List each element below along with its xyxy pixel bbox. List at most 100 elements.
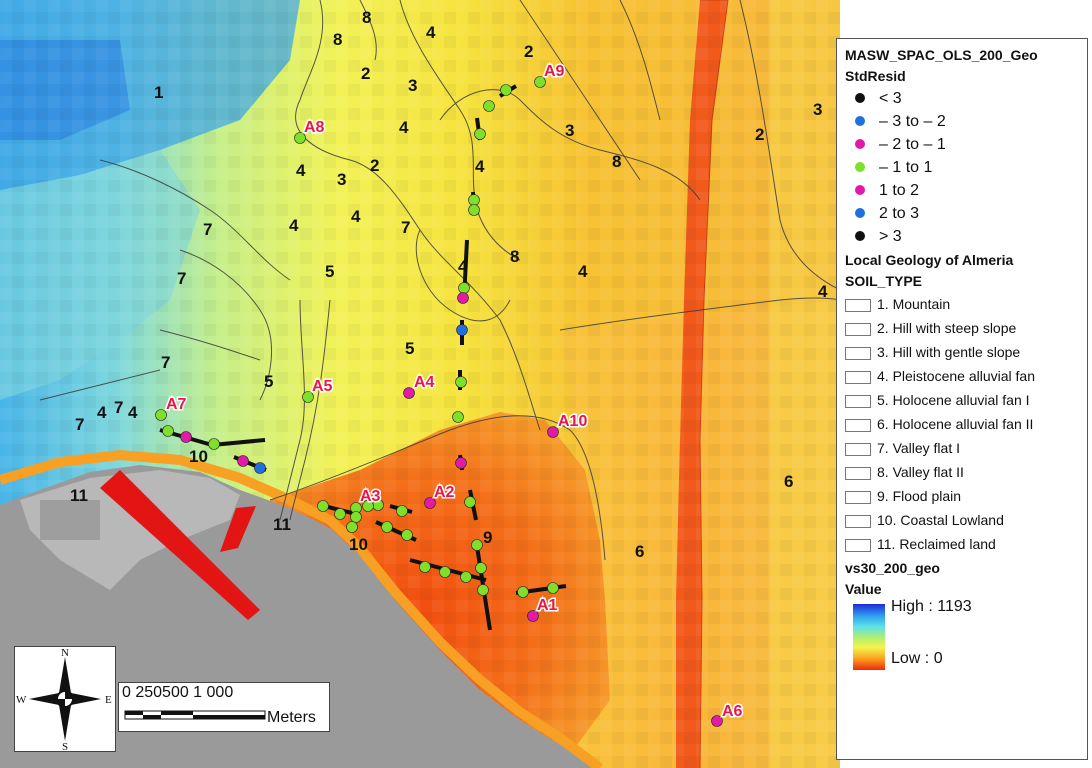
site-label-a5: A5: [312, 378, 333, 395]
site-labels: A1 A2 A3 A4 A5 A6 A7 A8 A9 A10: [165, 62, 745, 722]
zone-label: 10: [349, 535, 368, 554]
site-label-a3: A3: [360, 488, 381, 505]
green-dot-icon: [855, 161, 865, 172]
legend-item: – 2 to – 1: [845, 133, 1087, 156]
swatch-icon: [845, 538, 871, 552]
stdresid-classes: < 3 – 3 to – 2 – 2 to – 1 – 1 to 1 1 to …: [845, 87, 1087, 248]
north-arrow: N S W E: [14, 646, 116, 753]
zone-label: 3: [565, 121, 574, 140]
color-ramp: High : 1193 Low : 0: [845, 598, 1087, 680]
zone-label: 2: [370, 156, 379, 175]
site-label-a2: A2: [434, 484, 455, 501]
legend-item: 2. Hill with steep slope: [845, 316, 1087, 340]
zone-label: 4: [458, 257, 468, 276]
scale-ticks: 0 250500 1 000: [122, 684, 234, 701]
scale-bar: 0 250500 1 000 Meters: [118, 682, 330, 732]
zone-label: 2: [361, 64, 370, 83]
zone-label: 7: [203, 220, 212, 239]
legend-item: 11. Reclaimed land: [845, 532, 1087, 556]
site-a8-marker: [294, 132, 306, 144]
legend-item: 4. Pleistocene alluvial fan: [845, 364, 1087, 388]
legend-item: – 3 to – 2: [845, 110, 1087, 133]
zone-label: 2: [524, 42, 533, 61]
scale-unit: Meters: [267, 709, 316, 726]
blue-dot-icon: [855, 207, 865, 218]
soil-type-classes: 1. Mountain 2. Hill with steep slope 3. …: [845, 292, 1087, 556]
site-a5-marker: [302, 391, 314, 403]
zone-label: 7: [401, 218, 410, 237]
site-label-a8: A8: [304, 119, 325, 136]
swatch-icon: [845, 322, 871, 336]
color-ramp-bar: [853, 604, 885, 670]
coastal-strip: [0, 449, 603, 768]
legend-item: 1. Mountain: [845, 292, 1087, 316]
swatch-icon: [845, 466, 871, 480]
zone-label: 7: [161, 353, 170, 372]
zone-label: 4: [399, 118, 409, 137]
zone-label: 9: [483, 528, 492, 547]
zone-label: 5: [264, 372, 273, 391]
named-sites: [155, 76, 723, 727]
legend-item: > 3: [845, 225, 1087, 248]
zone-label: 2: [755, 125, 764, 144]
port-docks: [40, 500, 100, 540]
legend-item: – 1 to 1: [845, 156, 1087, 179]
black-dot-icon: [855, 230, 865, 241]
zone-label: 6: [635, 542, 644, 561]
zone-label: 5: [325, 262, 334, 281]
site-label-a10: A10: [558, 413, 587, 430]
legend-item: 7. Valley flat I: [845, 436, 1087, 460]
swatch-icon: [845, 442, 871, 456]
zone-label: 4: [426, 23, 436, 42]
site-a3-marker: [362, 500, 374, 512]
site-a9-marker: [534, 76, 546, 88]
zone-label: 3: [408, 76, 417, 95]
legend-layer3-field: Value: [845, 581, 882, 597]
swatch-icon: [845, 370, 871, 384]
legend-item: 6. Holocene alluvial fan II: [845, 412, 1087, 436]
legend-layer1-title: MASW_SPAC_OLS_200_Geo: [845, 47, 1038, 63]
legend-item: 10. Coastal Lowland: [845, 508, 1087, 532]
zone-label: 11: [70, 486, 88, 505]
compass-rose-icon: N S W E: [16, 647, 112, 753]
compass-n: N: [61, 647, 69, 659]
compass-w: W: [16, 694, 27, 706]
map-legend: MASW_SPAC_OLS_200_Geo StdResid < 3 – 3 t…: [836, 38, 1088, 760]
swatch-icon: [845, 514, 871, 528]
blue-dot-icon: [855, 115, 865, 126]
port-basin: [220, 506, 256, 552]
site-a10-marker: [547, 426, 559, 438]
zone-label: 11: [273, 515, 291, 534]
swatch-icon: [845, 490, 871, 504]
zone-label: 6: [784, 472, 793, 491]
zone-label: 4: [128, 403, 138, 422]
legend-layer1-field: StdResid: [845, 68, 906, 84]
zone-label: 8: [510, 247, 519, 266]
legend-item: < 3: [845, 87, 1087, 110]
zone-label: 3: [813, 100, 822, 119]
magenta-dot-icon: [855, 184, 865, 195]
zone-label: 8: [612, 152, 621, 171]
zone-label: 4: [289, 216, 299, 235]
legend-layer2-title: Local Geology of Almeria: [845, 252, 1014, 268]
legend-item: 8. Valley flat II: [845, 460, 1087, 484]
survey-points: [162, 84, 559, 598]
zone-label: 3: [337, 170, 346, 189]
legend-item: 9. Flood plain: [845, 484, 1087, 508]
legend-layer3-title: vs30_200_geo: [845, 560, 940, 576]
scale-bar-graphic: [124, 710, 266, 720]
zone-label: 4: [818, 282, 828, 301]
zone-label: 7: [114, 398, 123, 417]
black-dot-icon: [855, 92, 865, 103]
zone-label: 7: [75, 415, 84, 434]
swatch-icon: [845, 394, 871, 408]
zone-label: 8: [333, 30, 342, 49]
zone-label: 4: [296, 161, 306, 180]
zone-label: 4: [578, 262, 588, 281]
zone-label: 4: [351, 207, 361, 226]
zone-label: 1: [154, 83, 163, 102]
zone-label: 5: [405, 339, 414, 358]
legend-item: 1 to 2: [845, 179, 1087, 202]
compass-s: S: [62, 741, 68, 751]
